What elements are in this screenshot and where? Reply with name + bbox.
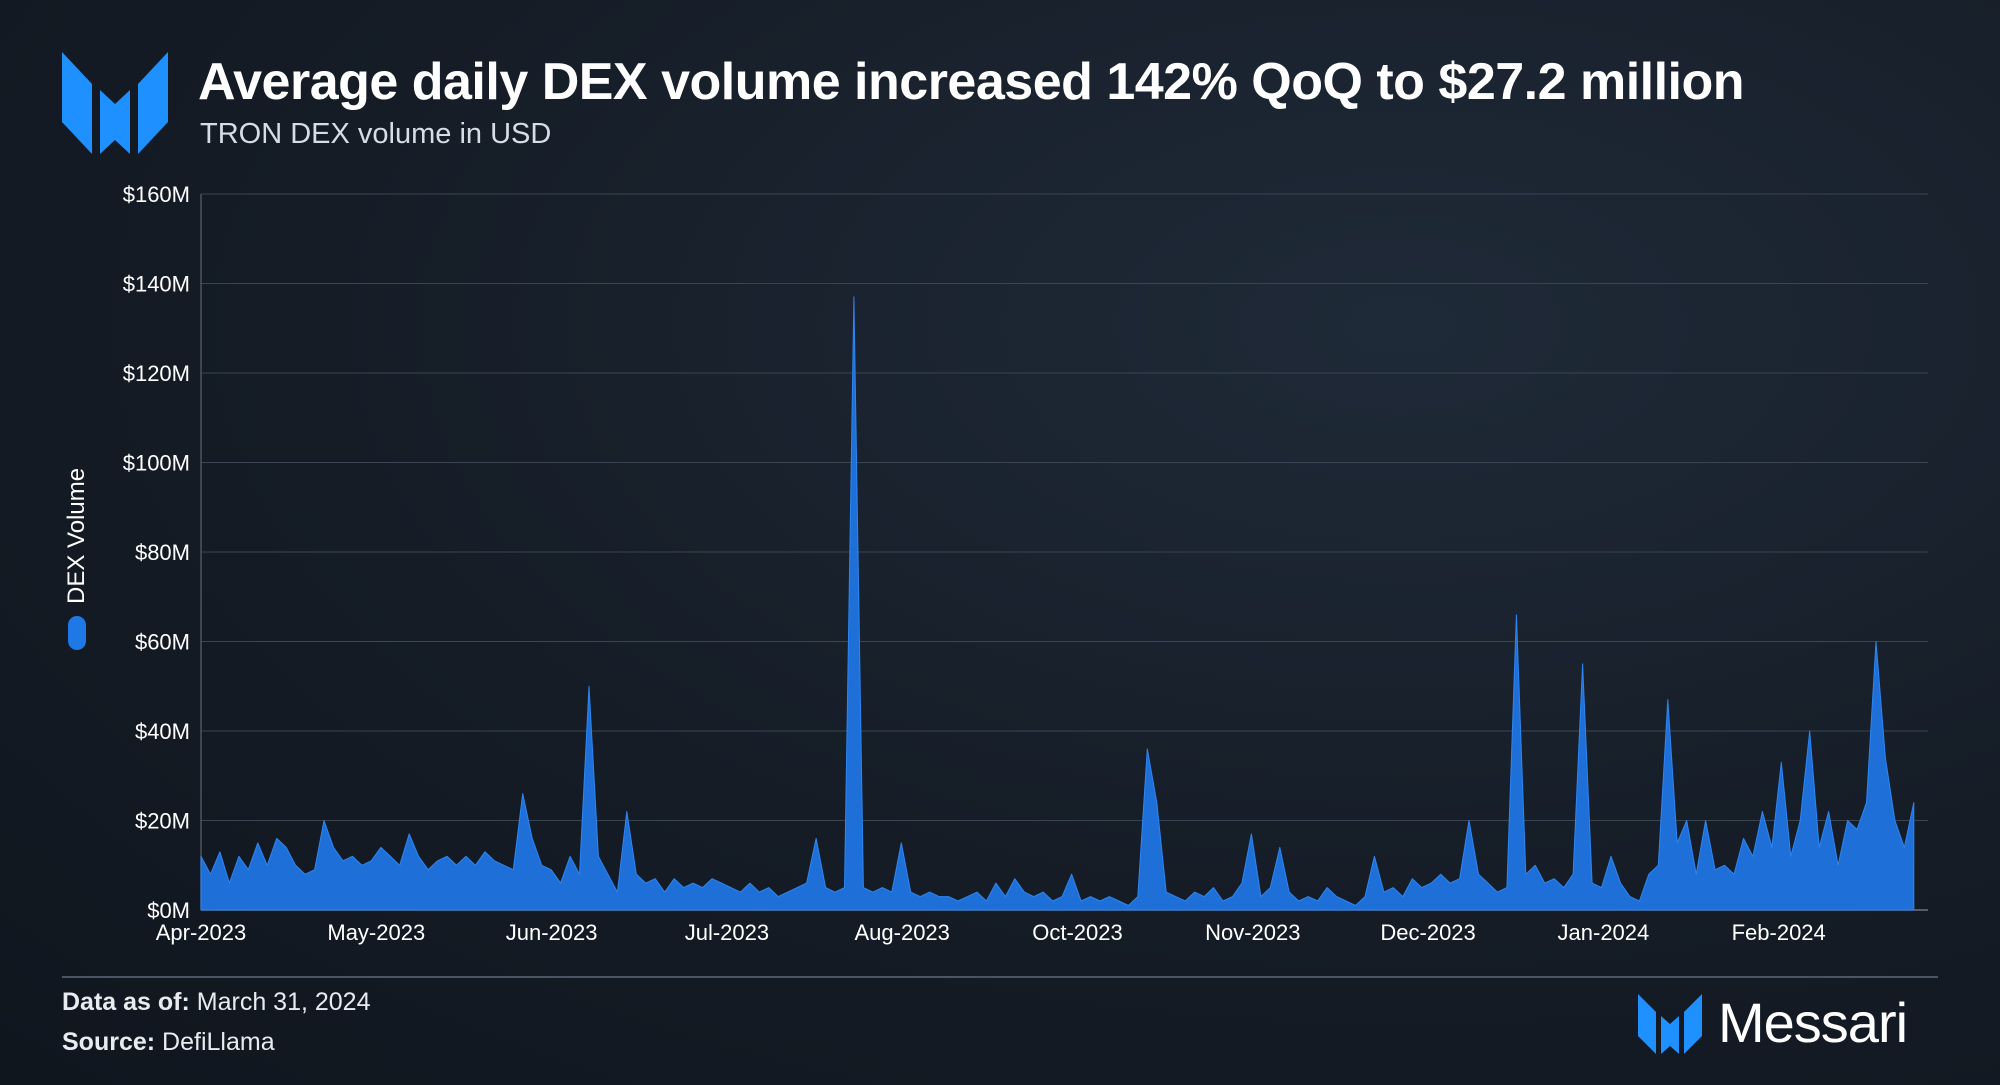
messari-brand-icon bbox=[1638, 994, 1702, 1054]
page-title: Average daily DEX volume increased 142% … bbox=[198, 53, 1745, 111]
y-tick-label: $60M bbox=[135, 630, 190, 655]
y-tick-label: $100M bbox=[123, 451, 190, 476]
x-tick-label: Jun-2023 bbox=[506, 920, 598, 945]
chart-x-ticks: Apr-2023 May-2023 Jun-2023 Jul-2023 Aug-2023… bbox=[156, 920, 1826, 945]
dex-volume-area bbox=[200, 296, 1915, 911]
chart-area-series bbox=[200, 296, 1915, 911]
x-tick-label: Apr-2023 bbox=[156, 920, 247, 945]
data-as-of-value: March 31, 2024 bbox=[196, 988, 371, 1016]
y-tick-label: $140M bbox=[123, 272, 190, 297]
chart-legend: DEX Volume bbox=[63, 468, 90, 650]
page-subtitle: TRON DEX volume in USD bbox=[200, 118, 552, 150]
x-tick-label: Jul-2023 bbox=[685, 920, 769, 945]
legend-label: DEX Volume bbox=[63, 468, 90, 604]
x-tick-label: Dec-2023 bbox=[1380, 920, 1475, 945]
y-tick-label: $160M bbox=[123, 182, 190, 207]
footer-divider bbox=[62, 976, 1938, 978]
x-tick-label: Aug-2023 bbox=[854, 920, 949, 945]
chart-y-ticks: $0M $20M $40M $60M $80M $100M $120M $140M $160M bbox=[123, 182, 190, 923]
x-tick-label: Jan-2024 bbox=[1558, 920, 1650, 945]
x-tick-label: Oct-2023 bbox=[1032, 920, 1123, 945]
x-tick-label: Feb-2024 bbox=[1732, 920, 1826, 945]
x-tick-label: Nov-2023 bbox=[1205, 920, 1300, 945]
y-tick-label: $120M bbox=[123, 361, 190, 386]
brand-name: Messari bbox=[1718, 991, 1908, 1054]
source-value: DefiLlama bbox=[162, 1028, 275, 1056]
messari-logo-icon bbox=[62, 52, 168, 154]
legend-swatch bbox=[68, 616, 86, 650]
x-tick-label: May-2023 bbox=[327, 920, 425, 945]
data-as-of: Data as of: March 31, 2024 bbox=[62, 988, 370, 1017]
y-tick-label: $20M bbox=[135, 809, 190, 834]
source: Source: DefiLlama bbox=[62, 1028, 275, 1057]
source-label: Source: bbox=[62, 1028, 156, 1056]
dex-volume-chart: $0M$20M$40M$60M$80M$100M$120M$140M$160M … bbox=[123, 182, 1928, 945]
y-tick-label: $40M bbox=[135, 719, 190, 744]
y-tick-label: $80M bbox=[135, 540, 190, 565]
data-as-of-label: Data as of: bbox=[62, 988, 190, 1016]
y-tick-label: $0M bbox=[147, 898, 190, 923]
